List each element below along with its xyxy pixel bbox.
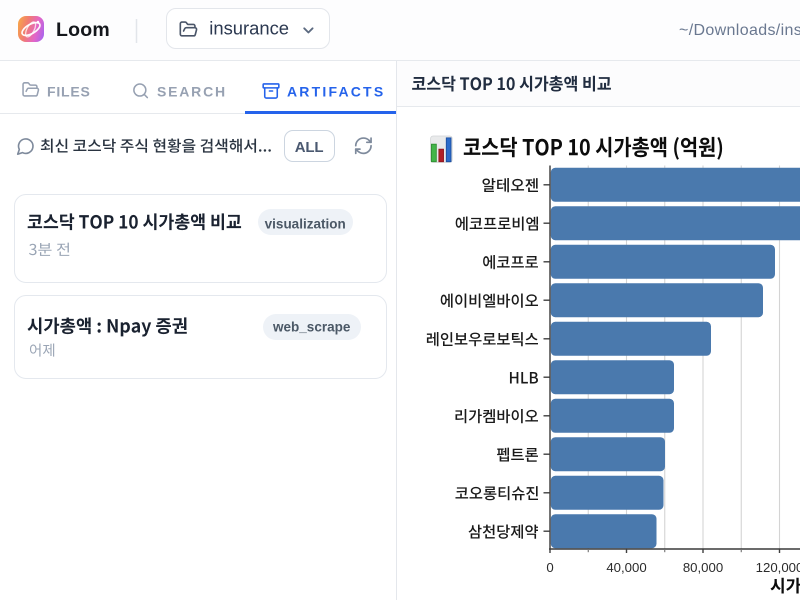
svg-text:0: 0	[546, 560, 553, 575]
svg-text:web_scrape: web_scrape	[272, 320, 351, 335]
svg-text:Loom: Loom	[56, 19, 110, 41]
svg-text:SEARCH: SEARCH	[157, 84, 227, 100]
svg-text:ARTIFACTS: ARTIFACTS	[287, 84, 385, 100]
svg-text:40,000: 40,000	[606, 560, 646, 575]
svg-text:visualization: visualization	[265, 217, 346, 232]
svg-text:80,000: 80,000	[683, 560, 723, 575]
svg-text:insurance: insurance	[209, 17, 289, 38]
svg-text:120,000: 120,000	[756, 560, 800, 575]
svg-text:ALL: ALL	[295, 139, 324, 156]
svg-text:FILES: FILES	[47, 84, 91, 100]
svg-text:~/Downloads/insurance: ~/Downloads/insurance	[679, 22, 800, 39]
